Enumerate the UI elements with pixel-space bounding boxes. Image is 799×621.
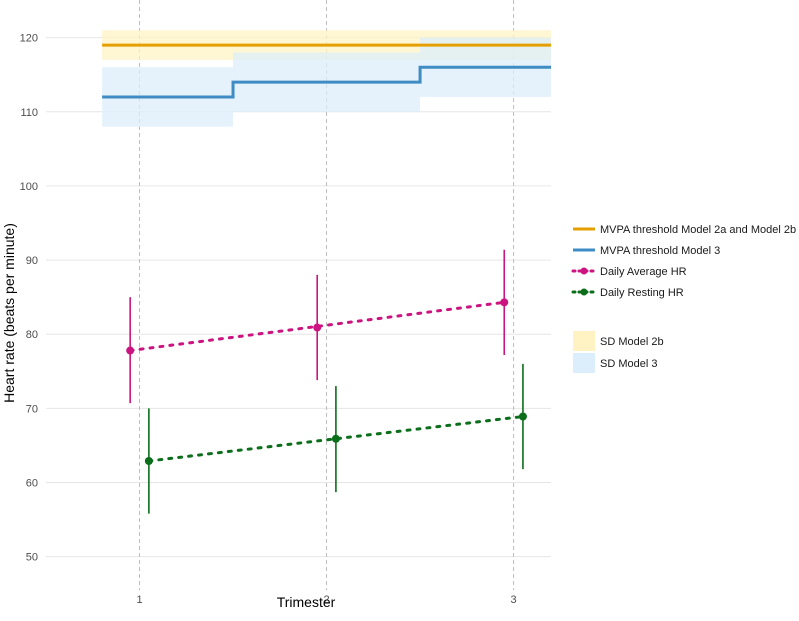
y-axis-title: Heart rate (beats per minute)	[1, 223, 17, 403]
y-tick-label: 100	[20, 181, 38, 193]
data-point	[126, 346, 135, 355]
trend-line	[147, 415, 525, 463]
legend-label: Daily Average HR	[600, 266, 687, 278]
legend-item: SD Model 3	[573, 353, 657, 373]
y-axis-ticks: 50 60 70 80 90 100 110 120	[20, 33, 38, 564]
legend-key-fill	[573, 331, 595, 351]
legend-item: Daily Resting HR	[571, 287, 684, 299]
data-point	[518, 412, 527, 421]
data-point	[313, 323, 322, 332]
data-point	[144, 456, 153, 465]
legend-label: MVPA threshold Model 3	[600, 245, 720, 257]
y-tick-label: 60	[26, 477, 38, 489]
x-tick-label: 2	[323, 594, 329, 606]
legend-item: Daily Average HR	[571, 266, 687, 278]
legend-item: SD Model 2b	[573, 331, 664, 351]
x-axis-title: Trimester	[277, 594, 336, 610]
x-tick-label: 1	[136, 594, 142, 606]
x-axis-ticks: 1 2 3	[136, 594, 516, 606]
y-tick-label: 80	[26, 329, 38, 341]
y-tick-label: 110	[20, 107, 38, 119]
data-point	[331, 434, 340, 443]
legend-key-point	[580, 267, 588, 275]
y-tick-label: 90	[26, 255, 38, 267]
threshold-line	[102, 65, 551, 99]
legend-label: SD Model 3	[600, 358, 657, 370]
y-tick-label: 120	[20, 33, 38, 45]
data-points	[126, 249, 527, 514]
legend-key-fill	[573, 353, 595, 373]
legend: MVPA threshold Model 2a and Model 2b MVPA…	[571, 224, 796, 373]
legend-key-point	[580, 288, 588, 296]
data-point	[500, 298, 509, 307]
legend-item: MVPA threshold Model 2a and Model 2b	[573, 224, 796, 236]
y-tick-label: 70	[26, 403, 38, 415]
legend-label: MVPA threshold Model 2a and Model 2b	[600, 224, 796, 236]
legend-label: SD Model 2b	[600, 336, 664, 348]
legend-item: MVPA threshold Model 3	[573, 245, 720, 257]
y-tick-label: 50	[26, 552, 38, 564]
x-tick-label: 3	[511, 594, 517, 606]
legend-label: Daily Resting HR	[600, 287, 684, 299]
threshold-lines	[102, 43, 551, 99]
